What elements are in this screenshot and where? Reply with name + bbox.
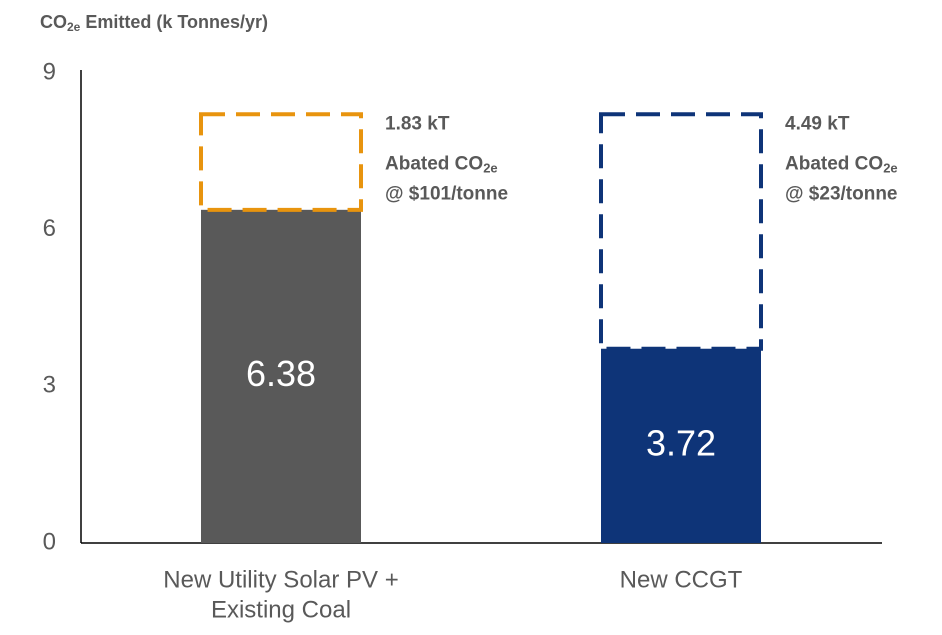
annotation: @ $23/tonne <box>785 183 898 204</box>
y-tick-label: 0 <box>43 528 56 555</box>
annotation-sub: 2e <box>883 161 897 176</box>
annotation: Abated CO2e <box>785 153 898 175</box>
annotation: @ $101/tonne <box>385 183 508 204</box>
bar <box>601 348 761 543</box>
y-axis-title-sub: 2e <box>67 20 81 34</box>
annotation-part: Abated CO <box>785 153 883 174</box>
annotation-sub: 2e <box>483 161 497 176</box>
value-label: 4.49 kT <box>785 113 850 134</box>
y-axis-title-part: Emitted (k Tonnes/yr) <box>80 12 268 32</box>
y-tick-label: 3 <box>43 372 56 399</box>
y-tick-label: 9 <box>43 58 56 85</box>
value-label: 3.72 <box>646 422 716 463</box>
value-label: 6.38 <box>246 353 316 394</box>
x-tick-label: New Utility Solar PV + <box>163 566 398 593</box>
y-axis-title-part: CO <box>40 12 67 32</box>
x-tick-label: Existing Coal <box>211 596 351 623</box>
annotation-part: Abated CO <box>385 153 483 174</box>
annotation: Abated CO2e <box>385 153 498 175</box>
abated-segment <box>199 112 363 212</box>
y-axis-title: CO2e Emitted (k Tonnes/yr) <box>40 12 268 34</box>
bar <box>201 209 361 544</box>
y-tick-label: 6 <box>43 215 56 242</box>
x-tick-label: New CCGT <box>620 566 743 593</box>
value-label: 1.83 kT <box>385 113 450 134</box>
abated-segment <box>599 112 763 351</box>
